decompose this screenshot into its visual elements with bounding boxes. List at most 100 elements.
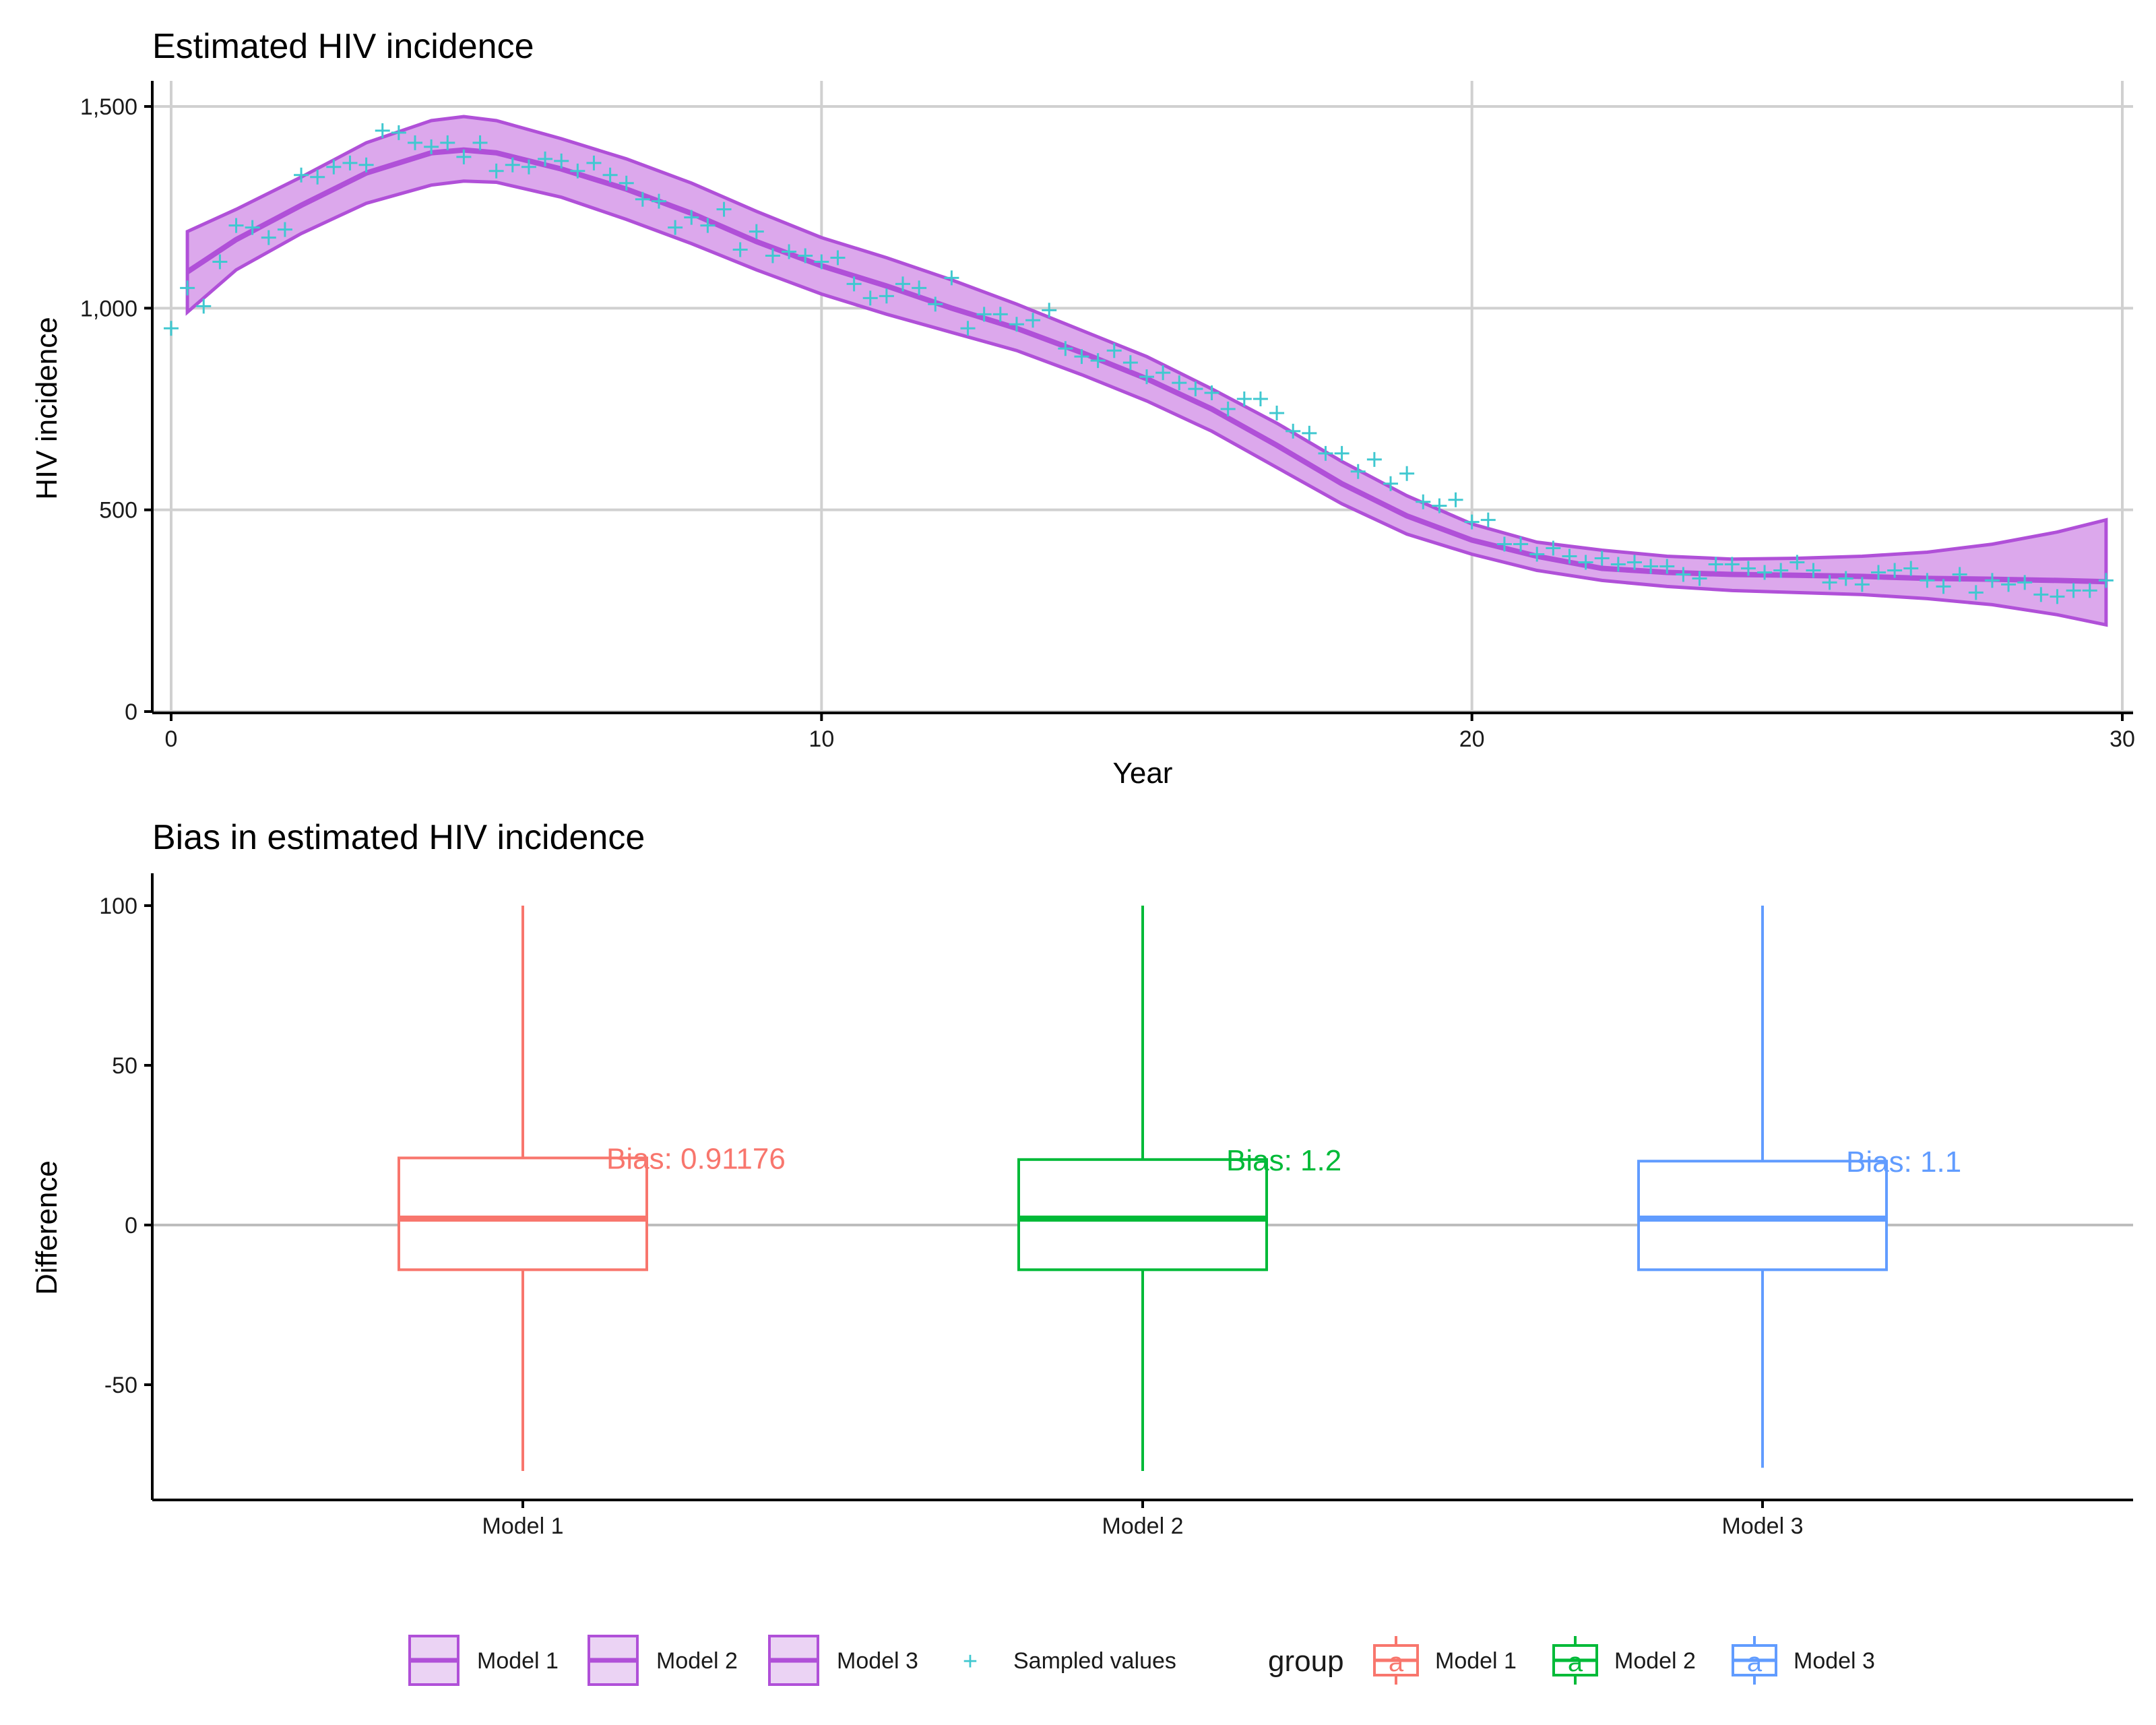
legend-label: Model 1	[477, 1648, 559, 1674]
sample-point	[212, 254, 228, 270]
sample-point	[976, 307, 992, 322]
sample-point	[1318, 445, 1333, 461]
boxplot-3: Bias: 1.1	[1637, 906, 1961, 1468]
bias-x-tick-label: Model 1	[482, 1513, 564, 1539]
sample-point	[1871, 565, 1886, 580]
sample-point	[1480, 512, 1496, 528]
sample-point	[1236, 391, 1252, 407]
sample-point	[1058, 341, 1073, 356]
incidence-x-tick-label: 20	[1459, 726, 1485, 752]
sample-point	[521, 159, 536, 175]
sample-point	[1090, 353, 1106, 369]
sample-point	[180, 280, 195, 296]
sample-point	[1334, 445, 1350, 461]
sample-point	[928, 296, 943, 312]
incidence-y-tick-label: 1,000	[80, 296, 137, 321]
sample-point	[668, 220, 683, 235]
sample-point	[1936, 579, 1951, 594]
sample-point	[1529, 546, 1545, 562]
sample-point	[424, 139, 439, 154]
sample-point	[960, 321, 976, 336]
bias-y-tick-label: -50	[104, 1373, 137, 1398]
sample-point	[245, 220, 260, 235]
sample-point	[1562, 548, 1577, 564]
sample-point	[326, 159, 342, 175]
incidence-x-ticks: 0 10 20 30	[165, 713, 2135, 752]
incidence-y-label: HIV incidence	[30, 317, 63, 499]
sample-point	[782, 244, 797, 259]
legend-label: Model 3	[837, 1648, 918, 1674]
bias-boxplots: Bias: 0.91176 Bias: 1.2 Bias: 1.1	[398, 906, 1961, 1471]
sample-point	[1464, 514, 1480, 530]
sample-point	[602, 167, 618, 183]
sample-point	[1188, 381, 1203, 397]
incidence-y-tick-label: 0	[125, 699, 137, 725]
sample-point	[749, 224, 764, 239]
sample-point	[1302, 425, 1317, 441]
sample-point	[862, 290, 878, 306]
legend-item-band-2: Model 2	[588, 1635, 738, 1686]
legend-label: Model 2	[656, 1648, 738, 1674]
sample-point	[294, 167, 309, 183]
sample-point	[1740, 561, 1756, 576]
sample-point	[716, 201, 732, 217]
legend: Model 1 Model 2 Model 3 + Sampled values grou…	[408, 1635, 1875, 1686]
sample-point	[1155, 365, 1171, 381]
sample-point	[310, 169, 325, 185]
legend-group-title: group	[1268, 1645, 1344, 1678]
legend-label: Model 2	[1614, 1648, 1696, 1674]
sample-point	[1383, 476, 1398, 491]
legend-key-glyph: a	[1747, 1648, 1763, 1677]
legend-item-band-3: Model 3	[768, 1635, 918, 1686]
sample-point	[619, 175, 634, 191]
sample-point	[1350, 464, 1366, 479]
legend-key-glyph: a	[1389, 1648, 1404, 1677]
sample-point	[895, 276, 910, 292]
sample-point	[700, 218, 716, 233]
incidence-panel: Estimated HIV incidence 0 500 1,000 1,500 0…	[30, 27, 2135, 790]
sample-point	[472, 135, 488, 150]
sample-point	[1968, 585, 1984, 600]
sample-point	[456, 149, 472, 164]
sample-point	[1757, 565, 1773, 580]
sample-point	[164, 321, 179, 336]
sample-point	[1253, 391, 1268, 407]
sample-point	[1448, 492, 1463, 507]
sample-point	[944, 270, 959, 286]
sample-point	[1627, 555, 1642, 570]
legend-item-group-2: a Model 2	[1552, 1636, 1696, 1685]
sample-point	[1773, 563, 1789, 578]
sample-point	[2017, 575, 2033, 590]
bias-label: Bias: 1.1	[1846, 1146, 1961, 1179]
sample-point	[408, 135, 422, 150]
sample-point	[1676, 567, 1691, 582]
incidence-y-ticks: 0 500 1,000 1,500	[80, 94, 152, 725]
bias-y-tick-label: 50	[112, 1053, 137, 1079]
sample-point	[342, 155, 358, 170]
sample-point	[1838, 571, 1853, 586]
legend-item-points: + Sampled values	[963, 1648, 1176, 1676]
box-iqr	[1017, 1158, 1268, 1272]
bias-panel: Bias in estimated HIV incidence Bias: 0.…	[30, 818, 2133, 1539]
legend-item-group-1: a Model 1	[1373, 1636, 1517, 1685]
sample-point	[1269, 405, 1285, 420]
sample-point	[2050, 589, 2065, 604]
sample-point	[1903, 561, 1919, 576]
bias-label: Bias: 0.91176	[606, 1142, 786, 1175]
incidence-x-tick-label: 0	[165, 726, 178, 752]
box-iqr	[1637, 1160, 1888, 1272]
sample-point	[652, 193, 666, 209]
sample-point	[912, 280, 927, 296]
bias-y-label: Difference	[30, 1160, 63, 1295]
sample-point	[1952, 567, 1967, 582]
sample-point	[570, 163, 585, 179]
sample-point	[1546, 540, 1561, 556]
sample-point	[1659, 559, 1675, 574]
sample-point	[1286, 423, 1301, 439]
sample-point	[277, 222, 292, 237]
legend-key-plus: +	[963, 1648, 978, 1676]
sample-point	[635, 191, 650, 207]
sample-point	[1220, 402, 1236, 416]
sample-point	[1594, 551, 1610, 566]
